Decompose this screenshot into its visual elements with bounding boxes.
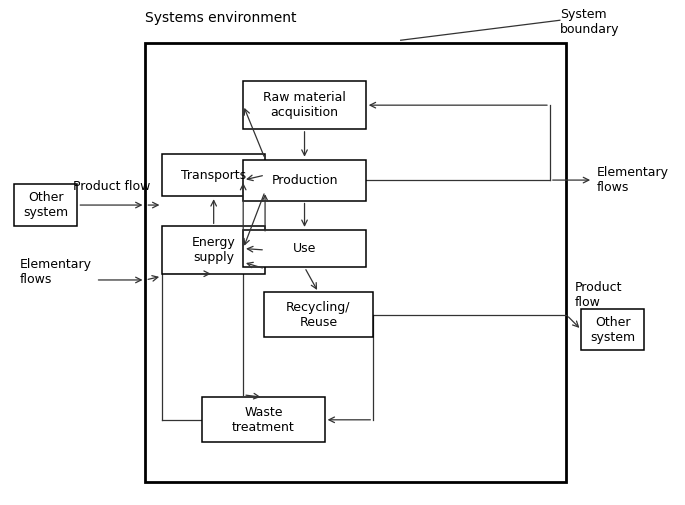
Bar [145,43,566,482]
Bar [243,160,366,200]
Text: Transports: Transports [181,169,246,182]
Text: Product
flow: Product flow [575,281,622,309]
Text: Elementary
flows: Elementary flows [19,259,91,286]
Bar [162,154,265,196]
Text: System
boundary: System boundary [560,8,619,36]
Bar [243,230,366,267]
Bar [162,226,265,274]
Text: Elementary
flows: Elementary flows [597,166,669,194]
Text: Raw material
acquisition: Raw material acquisition [263,91,346,119]
Text: Energy
supply: Energy supply [192,236,236,264]
Text: Other
system: Other system [590,316,636,344]
Bar [14,184,77,226]
Text: Recycling/
Reuse: Recycling/ Reuse [286,301,351,329]
Text: Product flow: Product flow [73,180,150,192]
Text: Systems environment: Systems environment [145,11,297,25]
Bar [264,292,373,337]
Text: Waste
treatment: Waste treatment [232,406,295,434]
Text: Use: Use [293,242,316,255]
Text: Other
system: Other system [23,191,68,219]
Bar [243,81,366,129]
Text: Production: Production [271,174,338,186]
Bar [582,310,645,350]
Bar [202,397,325,442]
